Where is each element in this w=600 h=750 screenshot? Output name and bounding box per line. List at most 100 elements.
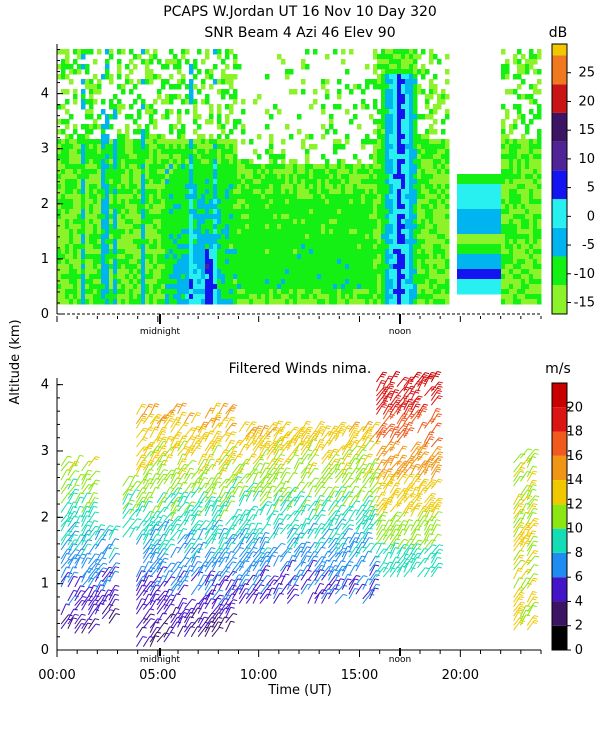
snr-cell xyxy=(401,244,406,250)
snr-cell xyxy=(509,124,514,130)
snr-cell xyxy=(121,179,126,185)
snr-cell xyxy=(185,299,190,305)
snr-cell xyxy=(405,79,410,85)
snr-cell xyxy=(373,264,378,270)
snr-cell xyxy=(441,194,446,200)
snr-cell xyxy=(241,199,246,205)
snr-cell xyxy=(105,144,110,150)
snr-cell xyxy=(73,94,78,100)
snr-cell xyxy=(361,239,366,245)
snr-cell xyxy=(409,239,414,245)
snr-cell xyxy=(425,289,430,295)
snr-cell xyxy=(409,254,414,260)
snr-cell xyxy=(437,279,442,285)
snr-cell xyxy=(269,164,274,170)
snr-cell xyxy=(441,249,446,255)
snr-cell xyxy=(77,274,82,280)
snr-cell xyxy=(385,99,390,105)
snr-cell xyxy=(185,259,190,265)
snr-cell xyxy=(429,289,434,295)
snr-cell xyxy=(393,49,398,55)
snr-cell xyxy=(365,284,370,290)
snr-cell xyxy=(245,219,250,225)
snr-cell xyxy=(177,259,182,265)
snr-cell xyxy=(373,119,378,125)
snr-cell xyxy=(309,169,314,175)
snr-cell xyxy=(261,199,266,205)
wind-barb-flag xyxy=(95,553,100,556)
snr-cell xyxy=(141,229,146,235)
snr-cell xyxy=(345,289,350,295)
snr-cell xyxy=(517,239,522,245)
snr-cell xyxy=(413,79,418,85)
snr-cell xyxy=(345,229,350,235)
snr-cell xyxy=(237,244,242,250)
snr-cell xyxy=(361,219,366,225)
snr-cell xyxy=(429,264,434,270)
snr-cell xyxy=(165,194,170,200)
snr-cell xyxy=(401,144,406,150)
snr-cell xyxy=(465,179,470,185)
wind-barb-shaft xyxy=(67,516,75,527)
snr-cell xyxy=(153,99,158,105)
snr-cell xyxy=(537,164,542,170)
snr-cell xyxy=(325,289,330,295)
snr-cell xyxy=(429,254,434,260)
snr-cell xyxy=(385,244,390,250)
snr-cell xyxy=(393,204,398,210)
snr-cell xyxy=(101,279,106,285)
snr-cell xyxy=(345,284,350,290)
snr-cell xyxy=(301,219,306,225)
snr-cell xyxy=(357,224,362,230)
wind-barb xyxy=(67,478,78,490)
snr-cell xyxy=(165,289,170,295)
snr-cell xyxy=(277,194,282,200)
snr-cell xyxy=(89,299,94,305)
snr-cell xyxy=(441,174,446,180)
snr-cell xyxy=(429,154,434,160)
snr-cell xyxy=(289,279,294,285)
snr-cell xyxy=(397,104,402,110)
snr-cell xyxy=(529,229,534,235)
snr-cell xyxy=(161,64,166,70)
snr-cell xyxy=(265,229,270,235)
snr-cell xyxy=(493,194,498,200)
snr-cell xyxy=(465,239,470,245)
snr-cell xyxy=(441,259,446,265)
snr-cell xyxy=(105,184,110,190)
snr-cell xyxy=(125,299,130,305)
snr-cell xyxy=(417,149,422,155)
snr-cell xyxy=(261,194,266,200)
snr-cell xyxy=(145,244,150,250)
snr-cell xyxy=(301,264,306,270)
snr-cell xyxy=(169,244,174,250)
snr-cell xyxy=(193,279,198,285)
snr-cell xyxy=(361,284,366,290)
snr-cell xyxy=(393,74,398,80)
snr-cell xyxy=(441,94,446,100)
snr-cell xyxy=(269,259,274,265)
snr-cell xyxy=(225,194,230,200)
snr-cell xyxy=(201,279,206,285)
snr-cell xyxy=(385,209,390,215)
snr-cell xyxy=(517,289,522,295)
snr-cell xyxy=(157,89,162,95)
snr-cell xyxy=(253,204,258,210)
snr-cell xyxy=(185,144,190,150)
snr-cell xyxy=(221,249,226,255)
snr-cell xyxy=(401,214,406,220)
snr-cell xyxy=(225,139,230,145)
snr-cell xyxy=(253,254,258,260)
snr-cell xyxy=(393,284,398,290)
snr-cell xyxy=(301,279,306,285)
snr-cell xyxy=(321,254,326,260)
wind-barb xyxy=(67,575,78,588)
snr-cell xyxy=(401,294,406,300)
snr-cell xyxy=(497,249,502,255)
snr-cell xyxy=(201,209,206,215)
snr-cell xyxy=(253,219,258,225)
snr-cell xyxy=(85,219,90,225)
snr-cell xyxy=(105,159,110,165)
snr-cell xyxy=(513,239,518,245)
snr-cell xyxy=(217,269,222,275)
